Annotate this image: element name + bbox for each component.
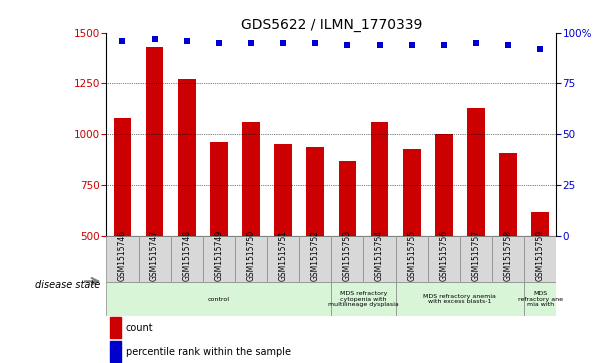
Bar: [109, 341, 121, 362]
Point: [342, 42, 352, 48]
Bar: [371, 122, 389, 236]
Text: GSM1515759: GSM1515759: [536, 229, 545, 281]
Text: GSM1515755: GSM1515755: [407, 229, 416, 281]
Text: GSM1515758: GSM1515758: [503, 230, 513, 281]
Point: [503, 42, 513, 48]
Text: MDS
refractory ane
mia with: MDS refractory ane mia with: [518, 291, 563, 307]
Text: GSM1515750: GSM1515750: [246, 229, 255, 281]
Text: GSM1515749: GSM1515749: [215, 229, 223, 281]
Bar: [274, 144, 292, 236]
Point: [150, 36, 159, 42]
Text: disease state: disease state: [35, 280, 100, 290]
Bar: [203, 236, 235, 282]
Bar: [109, 317, 121, 338]
Text: GSM1515751: GSM1515751: [278, 230, 288, 281]
Point: [278, 40, 288, 46]
Point: [311, 40, 320, 46]
Text: MDS refractory anemia
with excess blasts-1: MDS refractory anemia with excess blasts…: [423, 294, 496, 305]
Bar: [428, 236, 460, 282]
Point: [536, 46, 545, 52]
Bar: [467, 108, 485, 236]
Text: GSM1515756: GSM1515756: [440, 229, 448, 281]
Point: [182, 38, 192, 44]
Text: GSM1515753: GSM1515753: [343, 229, 352, 281]
Text: MDS refractory
cytopenia with
multilineage dysplasia: MDS refractory cytopenia with multilinea…: [328, 291, 399, 307]
Point: [407, 42, 416, 48]
Bar: [396, 282, 524, 316]
Text: control: control: [208, 297, 230, 302]
Bar: [235, 236, 267, 282]
Bar: [146, 47, 164, 236]
Bar: [396, 236, 428, 282]
Text: GSM1515746: GSM1515746: [118, 229, 127, 281]
Point: [117, 38, 127, 44]
Bar: [267, 236, 299, 282]
Bar: [139, 236, 171, 282]
Bar: [331, 236, 364, 282]
Bar: [106, 236, 139, 282]
Bar: [492, 236, 524, 282]
Bar: [299, 236, 331, 282]
Text: GSM1515752: GSM1515752: [311, 230, 320, 281]
Point: [439, 42, 449, 48]
Title: GDS5622 / ILMN_1770339: GDS5622 / ILMN_1770339: [241, 18, 422, 32]
Text: GSM1515757: GSM1515757: [471, 229, 480, 281]
Point: [471, 40, 481, 46]
Point: [214, 40, 224, 46]
Bar: [403, 148, 421, 236]
Text: GSM1515754: GSM1515754: [375, 229, 384, 281]
Bar: [106, 282, 331, 316]
Bar: [242, 122, 260, 236]
Bar: [460, 236, 492, 282]
Bar: [531, 212, 549, 236]
Text: GSM1515747: GSM1515747: [150, 229, 159, 281]
Bar: [178, 79, 196, 236]
Bar: [524, 236, 556, 282]
Text: percentile rank within the sample: percentile rank within the sample: [126, 347, 291, 357]
Bar: [435, 134, 453, 236]
Bar: [499, 152, 517, 236]
Text: count: count: [126, 323, 153, 333]
Bar: [331, 282, 396, 316]
Bar: [306, 147, 324, 236]
Point: [246, 40, 256, 46]
Bar: [210, 142, 228, 236]
Bar: [339, 161, 356, 236]
Bar: [114, 118, 131, 236]
Bar: [364, 236, 396, 282]
Text: GSM1515748: GSM1515748: [182, 230, 192, 281]
Bar: [524, 282, 556, 316]
Bar: [171, 236, 203, 282]
Point: [375, 42, 384, 48]
